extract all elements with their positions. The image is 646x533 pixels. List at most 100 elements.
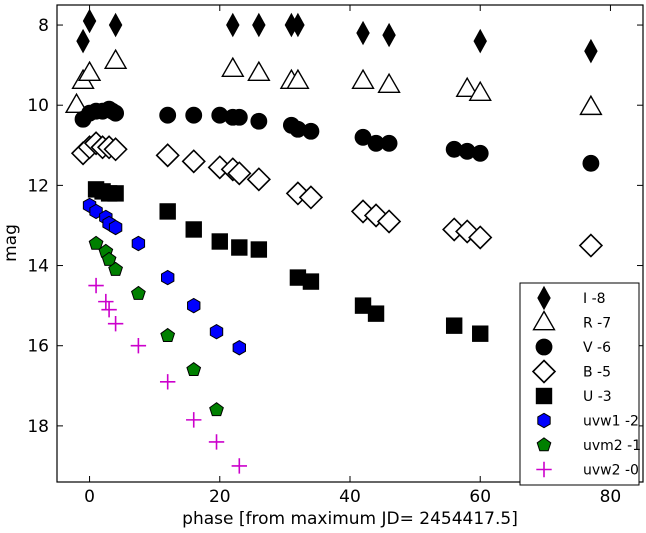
legend-label: uvw1 -2 — [583, 414, 639, 430]
data-point — [578, 233, 604, 258]
y-axis-label: mag — [1, 224, 21, 262]
data-point — [226, 12, 240, 38]
data-point — [155, 143, 180, 168]
data-point — [185, 106, 203, 124]
data-point — [286, 68, 310, 90]
legend-marker — [531, 359, 557, 384]
data-point — [582, 154, 600, 172]
data-point — [250, 112, 268, 130]
legend-marker — [532, 310, 556, 331]
data-point — [130, 338, 147, 354]
data-point — [445, 317, 463, 334]
data-point — [376, 209, 402, 234]
data-point — [221, 56, 245, 77]
legend: I -8 R -7 V -6 B -5 U -3 uvw1 -2 uvm2 -1 uvw2 -… — [519, 282, 641, 486]
legend-label: I -8 — [583, 291, 606, 307]
y-tick-label: 12 — [27, 176, 49, 196]
data-point — [131, 285, 146, 300]
data-point — [101, 251, 117, 266]
data-point — [88, 235, 104, 250]
data-point — [227, 161, 252, 186]
data-point — [98, 293, 114, 310]
y-tick-label: 18 — [27, 417, 49, 437]
data-point — [107, 185, 124, 202]
x-axis-label: phase [from maximum JD= 2454417.5] — [182, 509, 518, 529]
data-point — [187, 297, 201, 314]
data-point — [579, 94, 603, 116]
legend-label: V -6 — [583, 340, 611, 356]
data-point — [108, 261, 123, 276]
y-tick-label: 14 — [27, 257, 49, 277]
data-point — [367, 305, 385, 322]
data-point — [64, 92, 89, 114]
data-point — [160, 327, 176, 342]
data-point — [252, 12, 266, 38]
data-point — [108, 12, 123, 38]
data-point — [159, 374, 176, 390]
y-tick-label: 16 — [27, 337, 49, 357]
data-point — [159, 106, 177, 124]
data-point — [131, 235, 146, 252]
data-point — [107, 315, 124, 332]
legend-box — [519, 282, 640, 486]
legend-marker — [537, 285, 551, 311]
data-point — [211, 233, 228, 250]
data-point — [356, 20, 370, 46]
data-point — [209, 323, 224, 340]
data-point — [231, 239, 248, 256]
legend-label: uvw2 -0 — [583, 463, 639, 479]
data-point — [351, 68, 375, 90]
data-point — [455, 76, 479, 98]
data-marks — [64, 8, 604, 474]
data-point — [380, 134, 398, 152]
series-7 — [88, 277, 248, 474]
data-point — [382, 22, 396, 48]
legend-marker — [535, 338, 553, 356]
series-1 — [64, 48, 603, 116]
x-tick-label: 0 — [84, 487, 95, 507]
y-tick-label: 8 — [38, 16, 49, 36]
data-point — [291, 12, 305, 38]
series-2 — [74, 100, 600, 172]
data-point — [232, 339, 246, 356]
data-point — [473, 28, 487, 54]
data-point — [471, 144, 489, 162]
data-point — [107, 104, 125, 122]
data-point — [186, 412, 202, 428]
data-point — [468, 80, 492, 102]
x-tick-label: 20 — [209, 487, 231, 507]
data-point — [468, 225, 493, 250]
data-point — [302, 122, 320, 140]
data-point — [77, 60, 102, 81]
data-point — [247, 60, 271, 81]
data-point — [246, 167, 271, 192]
data-point — [88, 277, 104, 294]
data-point — [472, 325, 489, 342]
data-point — [208, 434, 225, 450]
data-point — [230, 108, 248, 126]
data-point — [82, 8, 97, 34]
series-6 — [88, 235, 224, 417]
data-point — [209, 402, 224, 417]
data-point — [161, 269, 175, 286]
data-point — [231, 458, 248, 474]
data-point — [76, 28, 90, 54]
series-4 — [87, 181, 489, 342]
series-3 — [70, 131, 604, 258]
legend-label: R -7 — [583, 316, 611, 332]
legend-label: uvm2 -1 — [583, 438, 641, 454]
data-point — [101, 301, 117, 318]
data-point — [186, 361, 202, 377]
series-0 — [76, 8, 598, 64]
legend-marker — [536, 437, 552, 452]
legend-marker — [535, 387, 553, 405]
data-point — [584, 38, 598, 64]
axis-ticks: 0 20 40 60 80 8 10 12 14 16 18 — [27, 5, 643, 507]
legend-marker — [537, 412, 551, 429]
data-point — [103, 48, 128, 69]
x-tick-label: 80 — [600, 487, 622, 507]
data-point — [159, 203, 176, 220]
data-point — [103, 137, 128, 162]
x-tick-label: 60 — [469, 487, 491, 507]
